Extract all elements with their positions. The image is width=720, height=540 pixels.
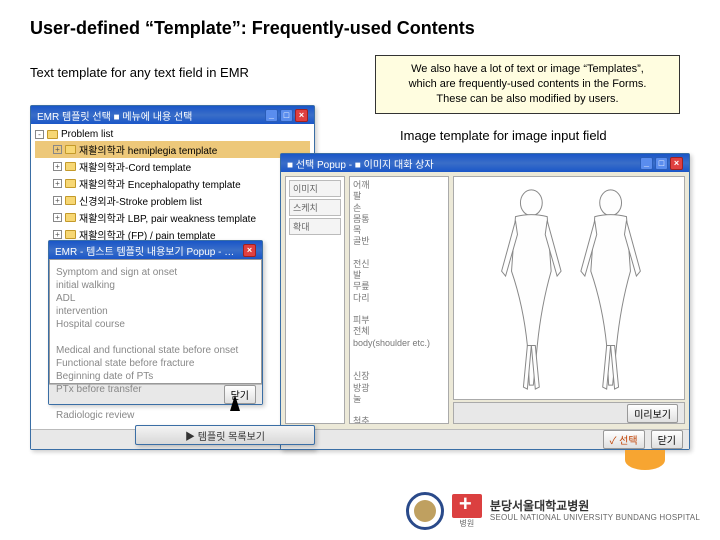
preview-line: Symptom and sign at onset [56,266,255,279]
close-icon[interactable]: × [243,244,256,257]
image-window-toolbar: ✓ 선택 닫기 [281,429,689,449]
group-list-item[interactable]: 어깨 [353,180,445,191]
org-name-english: SEOUL NATIONAL UNIVERSITY BUNDANG HOSPIT… [490,513,700,522]
image-template-window: ■ 선택 Popup - ■ 이미지 대화 상자 _ □ × 이미지스케치확대 … [280,153,690,450]
maximize-icon[interactable]: □ [280,109,293,122]
page-title: User-defined “Template”: Frequently-used… [0,0,720,49]
preview-titlebar[interactable]: EMR - 템스트 템플릿 내용보기 Popup - 웹 페이지 ... × [49,241,262,259]
image-tab-column[interactable]: 이미지스케치확대 [285,176,345,424]
select-button[interactable]: ✓ 선택 [603,430,645,449]
close-icon[interactable]: × [295,109,308,122]
preview-line: ADL [56,292,255,305]
tree-item[interactable]: +재활의학과 LBP, pair weakness template [35,209,310,226]
group-list-item[interactable] [353,405,445,416]
preview-body: Symptom and sign at onsetinitial walking… [49,259,262,384]
university-seal-icon [406,492,444,530]
hospital-cross-icon [452,494,482,518]
group-list-item[interactable]: 신장 [353,371,445,382]
preview-line: initial walking [56,279,255,292]
preview-title-text: EMR - 템스트 템플릿 내용보기 Popup - 웹 페이지 ... [55,243,235,258]
image-group-list[interactable]: 어깨팔손몸통목골반 전신발무릎다리 피부전체body(shoulder etc.… [349,176,449,424]
hospital-small-label: 병원 [452,518,482,529]
image-tab[interactable]: 이미지 [289,180,341,197]
preview-popup: EMR - 템스트 템플릿 내용보기 Popup - 웹 페이지 ... × S… [48,240,263,405]
image-tab[interactable]: 확대 [289,218,341,235]
minimize-icon[interactable]: _ [265,109,278,122]
minimize-icon[interactable]: _ [640,157,653,170]
preview-line: Medical and functional state before onse… [56,344,255,357]
preview-button[interactable]: 미리보기 [627,404,678,423]
image-template-titlebar[interactable]: ■ 선택 Popup - ■ 이미지 대화 상자 _ □ × [281,154,689,172]
footer-logo-row: 병원 분당서울대학교병원 SEOUL NATIONAL UNIVERSITY B… [406,492,700,530]
group-list-item[interactable]: 발 [353,270,445,281]
group-list-item[interactable] [353,349,445,360]
preview-strip-toolbar: 미리보기 [453,402,685,424]
text-template-titlebar[interactable]: EMR 템플릿 선택 ■ 메뉴에 내용 선택 _ □ × [31,106,314,124]
maximize-icon[interactable]: □ [655,157,668,170]
group-list-item[interactable]: 피부 [353,315,445,326]
preview-line: Radiologic review [56,409,255,422]
group-list-item[interactable]: 팔 [353,191,445,202]
show-template-list-label: ▶ 템플릿 목록보기 [185,428,265,443]
show-template-list-button[interactable]: ▶ 템플릿 목록보기 [135,425,315,445]
tree-item[interactable]: +재활의학과 hemiplegia template [35,141,310,158]
arrow-icon [230,395,240,411]
preview-line: Functional state before fracture [56,357,255,370]
close-icon[interactable]: × [670,157,683,170]
preview-line [56,331,255,344]
group-list-item[interactable] [353,248,445,259]
group-list-item[interactable]: 전체 [353,326,445,337]
preview-line: Beginning date of PTs [56,370,255,383]
group-list-item[interactable]: 골반 [353,236,445,247]
callout-line: which are frequently-used contents in th… [384,77,671,92]
group-list-item[interactable]: body(shoulder etc.) [353,338,445,349]
group-list-item[interactable]: 무릎 [353,281,445,292]
window-title-text: ■ 선택 Popup - ■ 이미지 대화 상자 [287,156,434,171]
group-list-item[interactable]: 목 [353,225,445,236]
image-tab[interactable]: 스케치 [289,199,341,216]
slide-decoration-icon [625,450,665,470]
group-list-item[interactable]: 전신 [353,259,445,270]
org-name-korean: 분당서울대학교병원 [490,500,700,513]
tree-item[interactable]: +재활의학과 Encephalopathy template [35,175,310,192]
group-list-item[interactable]: 손 [353,203,445,214]
group-list-item[interactable]: 몸통 [353,214,445,225]
preview-line: intervention [56,305,255,318]
main-area: EMR 템플릿 선택 ■ 메뉴에 내용 선택 _ □ × -Problem li… [30,105,690,450]
group-list-item[interactable] [353,360,445,371]
body-diagram-preview [453,176,685,400]
preview-line: Hospital course [56,318,255,331]
tree-item[interactable]: +신경외과-Stroke problem list [35,192,310,209]
group-list-item[interactable] [353,304,445,315]
subtitle-text-template: Text template for any text field in EMR [30,65,249,80]
group-list-item[interactable]: 다리 [353,293,445,304]
window-title-text: EMR 템플릿 선택 ■ 메뉴에 내용 선택 [37,108,192,123]
group-list-item[interactable]: 눌 [353,394,445,405]
group-list-item[interactable]: 척추 [353,416,445,424]
tree-item[interactable]: +재활의학과-Cord template [35,158,310,175]
tree-root[interactable]: -Problem list [35,128,310,141]
group-list-item[interactable]: 방광 [353,383,445,394]
callout-line: We also have a lot of text or image “Tem… [384,62,671,77]
close-button[interactable]: 닫기 [651,430,683,449]
